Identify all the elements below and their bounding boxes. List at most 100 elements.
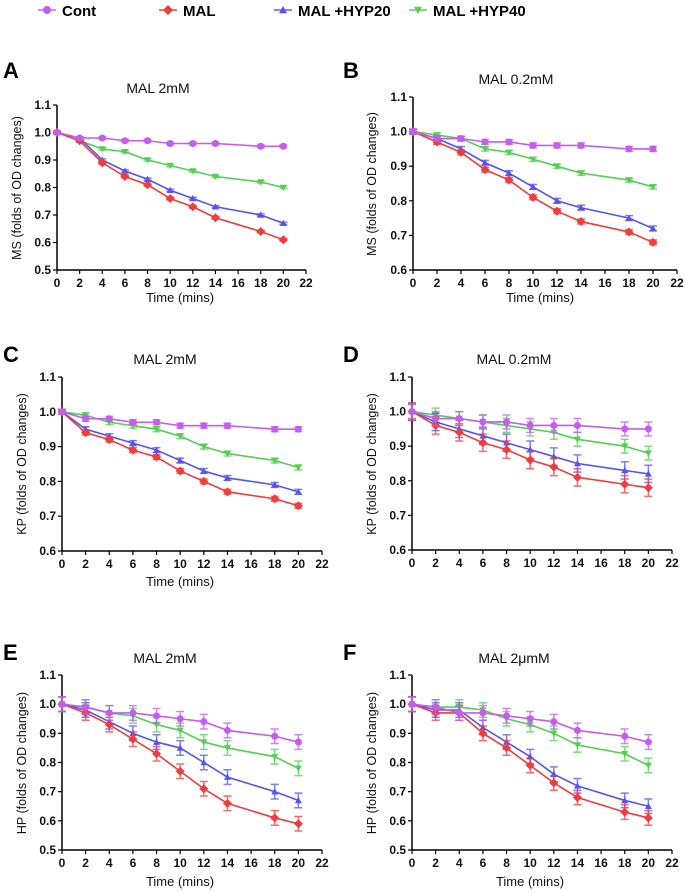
marker-triangle-down	[625, 177, 633, 184]
marker-triangle-up	[649, 224, 657, 232]
y-tick-label: 0.7	[39, 785, 56, 799]
panel-e: E MAL 2mM HP (folds of OD changes) Time …	[3, 640, 329, 889]
x-tick-label: 2	[82, 557, 89, 571]
marker-triangle-down	[98, 146, 106, 153]
series-cont	[58, 408, 303, 433]
y-axis-label: HP (folds of OD changes)	[365, 692, 379, 834]
x-tick-label: 16	[594, 856, 608, 870]
marker-circle	[479, 709, 487, 717]
marker-diamond	[502, 743, 512, 753]
y-tick-label: 0.6	[34, 236, 51, 250]
series-line	[411, 410, 649, 475]
x-tick-label: 16	[598, 276, 612, 290]
series-line	[412, 130, 654, 244]
x-tick-label: 16	[244, 856, 258, 870]
y-tick-label: 0.7	[389, 785, 406, 799]
marker-circle	[105, 709, 113, 717]
x-tick-label: 4	[458, 276, 465, 290]
x-tick-label: 12	[186, 276, 200, 290]
panel-title: MAL 2μmM	[478, 650, 549, 666]
marker-triangle-up	[621, 466, 629, 474]
marker-triangle-up	[223, 773, 231, 780]
marker-diamond	[480, 165, 490, 175]
y-tick-label: 0.5	[389, 843, 406, 857]
x-tick-label: 8	[503, 556, 510, 570]
x-tick-label: 0	[59, 856, 66, 870]
marker-triangle-down	[573, 742, 581, 749]
marker-circle	[503, 418, 511, 426]
marker-circle	[625, 145, 633, 153]
marker-triangle-up	[573, 460, 581, 467]
marker-triangle-down	[176, 433, 184, 440]
marker-diamond	[97, 158, 107, 168]
y-tick-label: 0.6	[389, 543, 406, 557]
legend-item-mal: MAL	[159, 3, 216, 20]
x-tick-label: 8	[153, 856, 160, 870]
marker-diamond	[143, 180, 153, 190]
x-axis-label: Time (mins)	[496, 874, 564, 889]
marker-triangle-up	[153, 446, 161, 453]
y-tick-label: 0.5	[39, 843, 56, 857]
marker-diamond	[454, 427, 464, 437]
panel-letter: B	[343, 58, 359, 83]
x-axis-label: Time (mins)	[146, 874, 214, 889]
marker-triangle-down	[121, 148, 129, 156]
marker-triangle-up	[279, 6, 287, 14]
marker-triangle-up	[200, 759, 208, 766]
marker-triangle-down	[644, 762, 652, 769]
panel-letter: E	[3, 640, 18, 665]
marker-triangle-down	[144, 157, 152, 164]
legend-label: MAL +HYP40	[433, 3, 526, 20]
marker-diamond	[293, 501, 303, 511]
marker-circle	[153, 712, 161, 720]
y-tick-label: 0.9	[389, 726, 406, 740]
legend-label: Cont	[62, 3, 96, 20]
x-tick-label: 4	[106, 557, 113, 571]
marker-triangle-up	[176, 457, 184, 464]
series-mal	[407, 402, 653, 498]
y-tick-label: 0.9	[39, 440, 56, 454]
marker-circle	[408, 700, 416, 708]
panel-a: A MAL 2mM MS (folds of OD changes) Time …	[3, 58, 313, 305]
marker-circle	[43, 6, 51, 14]
x-tick-label: 2	[434, 276, 441, 290]
x-tick-label: 14	[571, 556, 585, 570]
marker-diamond	[163, 5, 173, 15]
series-line	[56, 131, 284, 225]
marker-diamond	[478, 728, 488, 738]
x-tick-label: 14	[571, 856, 585, 870]
marker-diamond	[549, 462, 559, 472]
y-tick-label: 1.1	[34, 98, 51, 112]
marker-circle	[98, 134, 106, 142]
legend: Cont MAL MAL +HYP20 MAL +HYP40	[38, 3, 526, 20]
series-line	[56, 131, 284, 189]
marker-triangle-up	[279, 219, 287, 227]
marker-diamond	[552, 206, 562, 216]
panel-f: F MAL 2μmM HP (folds of OD changes) Time…	[343, 640, 679, 889]
x-tick-label: 14	[221, 557, 235, 571]
x-tick-label: 18	[618, 856, 632, 870]
marker-triangle-down	[223, 745, 231, 752]
marker-circle	[82, 415, 90, 423]
series-line	[411, 410, 649, 454]
marker-circle	[211, 140, 219, 147]
x-tick-label: 2	[82, 856, 89, 870]
x-tick-label: 2	[76, 276, 83, 290]
marker-triangle-up	[625, 214, 633, 221]
marker-triangle-up	[294, 488, 302, 495]
marker-circle	[432, 703, 440, 711]
marker-circle	[503, 712, 511, 720]
series-line	[411, 703, 649, 767]
x-tick-label: 0	[54, 276, 61, 290]
marker-triangle-down	[481, 146, 489, 153]
x-tick-label: 12	[550, 276, 564, 290]
marker-circle	[457, 135, 465, 143]
marker-triangle-down	[176, 727, 184, 734]
x-tick-label: 8	[506, 276, 513, 290]
marker-triangle-down	[200, 739, 208, 746]
marker-triangle-up	[176, 744, 184, 751]
y-axis-label: HP (folds of OD changes)	[15, 692, 29, 834]
marker-diamond	[199, 784, 209, 794]
marker-circle	[53, 129, 61, 136]
y-axis-label: KP (folds of OD changes)	[365, 393, 379, 535]
